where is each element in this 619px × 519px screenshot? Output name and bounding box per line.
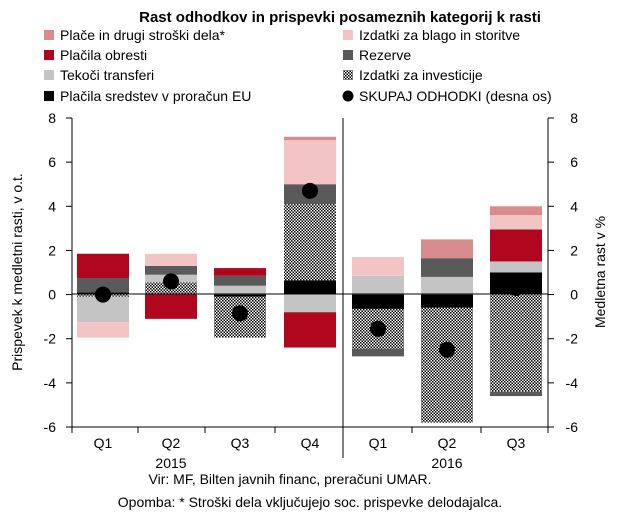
bar-segment-4-3 (284, 312, 336, 348)
legend-label-3: Rezerve (359, 47, 411, 63)
y-right-tick-label-0: 8 (570, 110, 578, 126)
bar-segment-1-6 (490, 294, 542, 392)
bar-segment-0-4 (352, 294, 404, 309)
x-tick-label-4: Q1 (369, 435, 388, 451)
bar-segment-2-5 (421, 276, 473, 295)
bar-segment-6-6 (490, 206, 542, 216)
bars (77, 136, 542, 423)
y-axis-right-ticks: 8 6 4 2 0 -2 -4 -6 (548, 110, 578, 435)
y-left-tick-label-6: -4 (44, 375, 57, 391)
y-left-tick-label-1: 6 (48, 154, 56, 170)
bar-segment-4-6 (490, 229, 542, 262)
total-markers (95, 182, 524, 358)
x-axis-years: 2015 2016 (155, 455, 462, 471)
y-left-tick-label-5: -2 (44, 331, 57, 347)
x-tick-label-2: Q3 (231, 435, 250, 451)
legend-swatch-4 (44, 70, 54, 80)
y-left-tick-label-0: 8 (48, 110, 56, 126)
bar-segment-0-3 (284, 280, 336, 295)
footnote: Opomba: * Stroški dela vključujejo soc. … (118, 494, 502, 510)
total-marker-6 (508, 279, 524, 296)
bar-segment-3-5 (421, 258, 473, 277)
legend-swatch-6 (44, 91, 54, 101)
y-left-tick-label-7: -6 (44, 419, 57, 435)
total-marker-3 (302, 182, 318, 199)
legend-swatch-1 (343, 30, 353, 40)
x-axis-ticks: Q1 Q2 Q3 Q4 Q1 Q2 Q3 (71, 427, 549, 451)
x-tick-label-5: Q2 (438, 435, 457, 451)
chart-title: Rast odhodkov in prispevki posameznih ka… (139, 9, 541, 26)
legend: Plače in drugi stroški dela* Izdatki za b… (44, 27, 552, 104)
y-right-tick-label-4: 0 (570, 287, 578, 303)
y-right-tick-label-5: -2 (566, 331, 579, 347)
bar-segment-3-0 (77, 278, 129, 293)
x-tick-label-6: Q3 (507, 435, 526, 451)
legend-label-total: SKUPAJ ODHODKI (desna os) (359, 88, 552, 104)
bar-segment-4-1 (145, 294, 197, 319)
legend-label-1: Izdatki za blago in storitve (359, 27, 520, 43)
legend-swatch-2 (44, 50, 54, 60)
bar-segment-5-6 (490, 215, 542, 230)
y-axis-right-label: Medletna rast v % (592, 216, 608, 328)
legend-label-5: Izdatki za investicije (359, 67, 483, 83)
y-right-tick-label-6: -4 (566, 375, 579, 391)
bar-segment-2-4 (352, 275, 404, 295)
year-label-0: 2015 (155, 455, 186, 471)
total-marker-0 (95, 286, 111, 303)
y-right-tick-label-3: 2 (570, 242, 578, 258)
bar-segment-1-5 (421, 307, 473, 423)
total-marker-4 (370, 320, 386, 337)
bar-segment-2-2 (214, 285, 266, 295)
bar-segment-3-4 (352, 348, 404, 357)
bar-segment-4-0 (77, 253, 129, 279)
total-marker-1 (163, 273, 179, 290)
bar-segment-2-3 (284, 294, 336, 313)
bar-segment-4-2 (214, 268, 266, 276)
legend-swatch-5 (343, 70, 353, 80)
bar-segment-2-6 (490, 261, 542, 273)
legend-swatch-3 (343, 50, 353, 60)
bar-segment-5-4 (352, 257, 404, 276)
source-note: Vir: MF, Bilten javnih financ, preračuni… (149, 471, 432, 487)
bar-segment-5-1 (145, 253, 197, 266)
bar-segment-3-6 (490, 391, 542, 397)
bar-segment-3-1 (145, 265, 197, 275)
bar-segment-0-2 (214, 294, 266, 297)
bar-segment-6-5 (421, 239, 473, 259)
y-axis-left-ticks: 8 6 4 2 0 -2 -4 -6 (44, 110, 72, 435)
total-marker-2 (232, 305, 248, 322)
bar-segment-1-3 (284, 204, 336, 281)
y-right-tick-label-7: -6 (566, 419, 579, 435)
x-tick-label-0: Q1 (94, 435, 113, 451)
x-tick-label-3: Q4 (301, 435, 320, 451)
bar-segment-0-5 (421, 294, 473, 308)
legend-swatch-0 (44, 30, 54, 40)
legend-label-6: Plačila sredstev v proračun EU (60, 88, 251, 104)
bar-segment-5-0 (77, 322, 129, 338)
total-marker-5 (439, 341, 455, 358)
y-left-tick-label-3: 2 (48, 242, 56, 258)
x-tick-label-1: Q2 (162, 435, 181, 451)
bar-segment-5-3 (284, 140, 336, 185)
y-right-tick-label-2: 4 (570, 198, 578, 214)
y-left-tick-label-2: 4 (48, 198, 56, 214)
bar-segment-6-3 (284, 136, 336, 141)
legend-label-0: Plače in drugi stroški dela* (60, 27, 226, 43)
legend-label-2: Plačila obresti (60, 47, 147, 63)
y-left-tick-label-4: 0 (48, 287, 56, 303)
y-right-tick-label-1: 6 (570, 154, 578, 170)
legend-total-marker (342, 90, 354, 102)
legend-label-4: Tekoči transferi (60, 67, 154, 83)
bar-segment-3-2 (214, 275, 266, 286)
y-axis-left-label: Prispevek k medletni rasti, v o.t. (9, 173, 25, 371)
year-label-1: 2016 (431, 455, 462, 471)
